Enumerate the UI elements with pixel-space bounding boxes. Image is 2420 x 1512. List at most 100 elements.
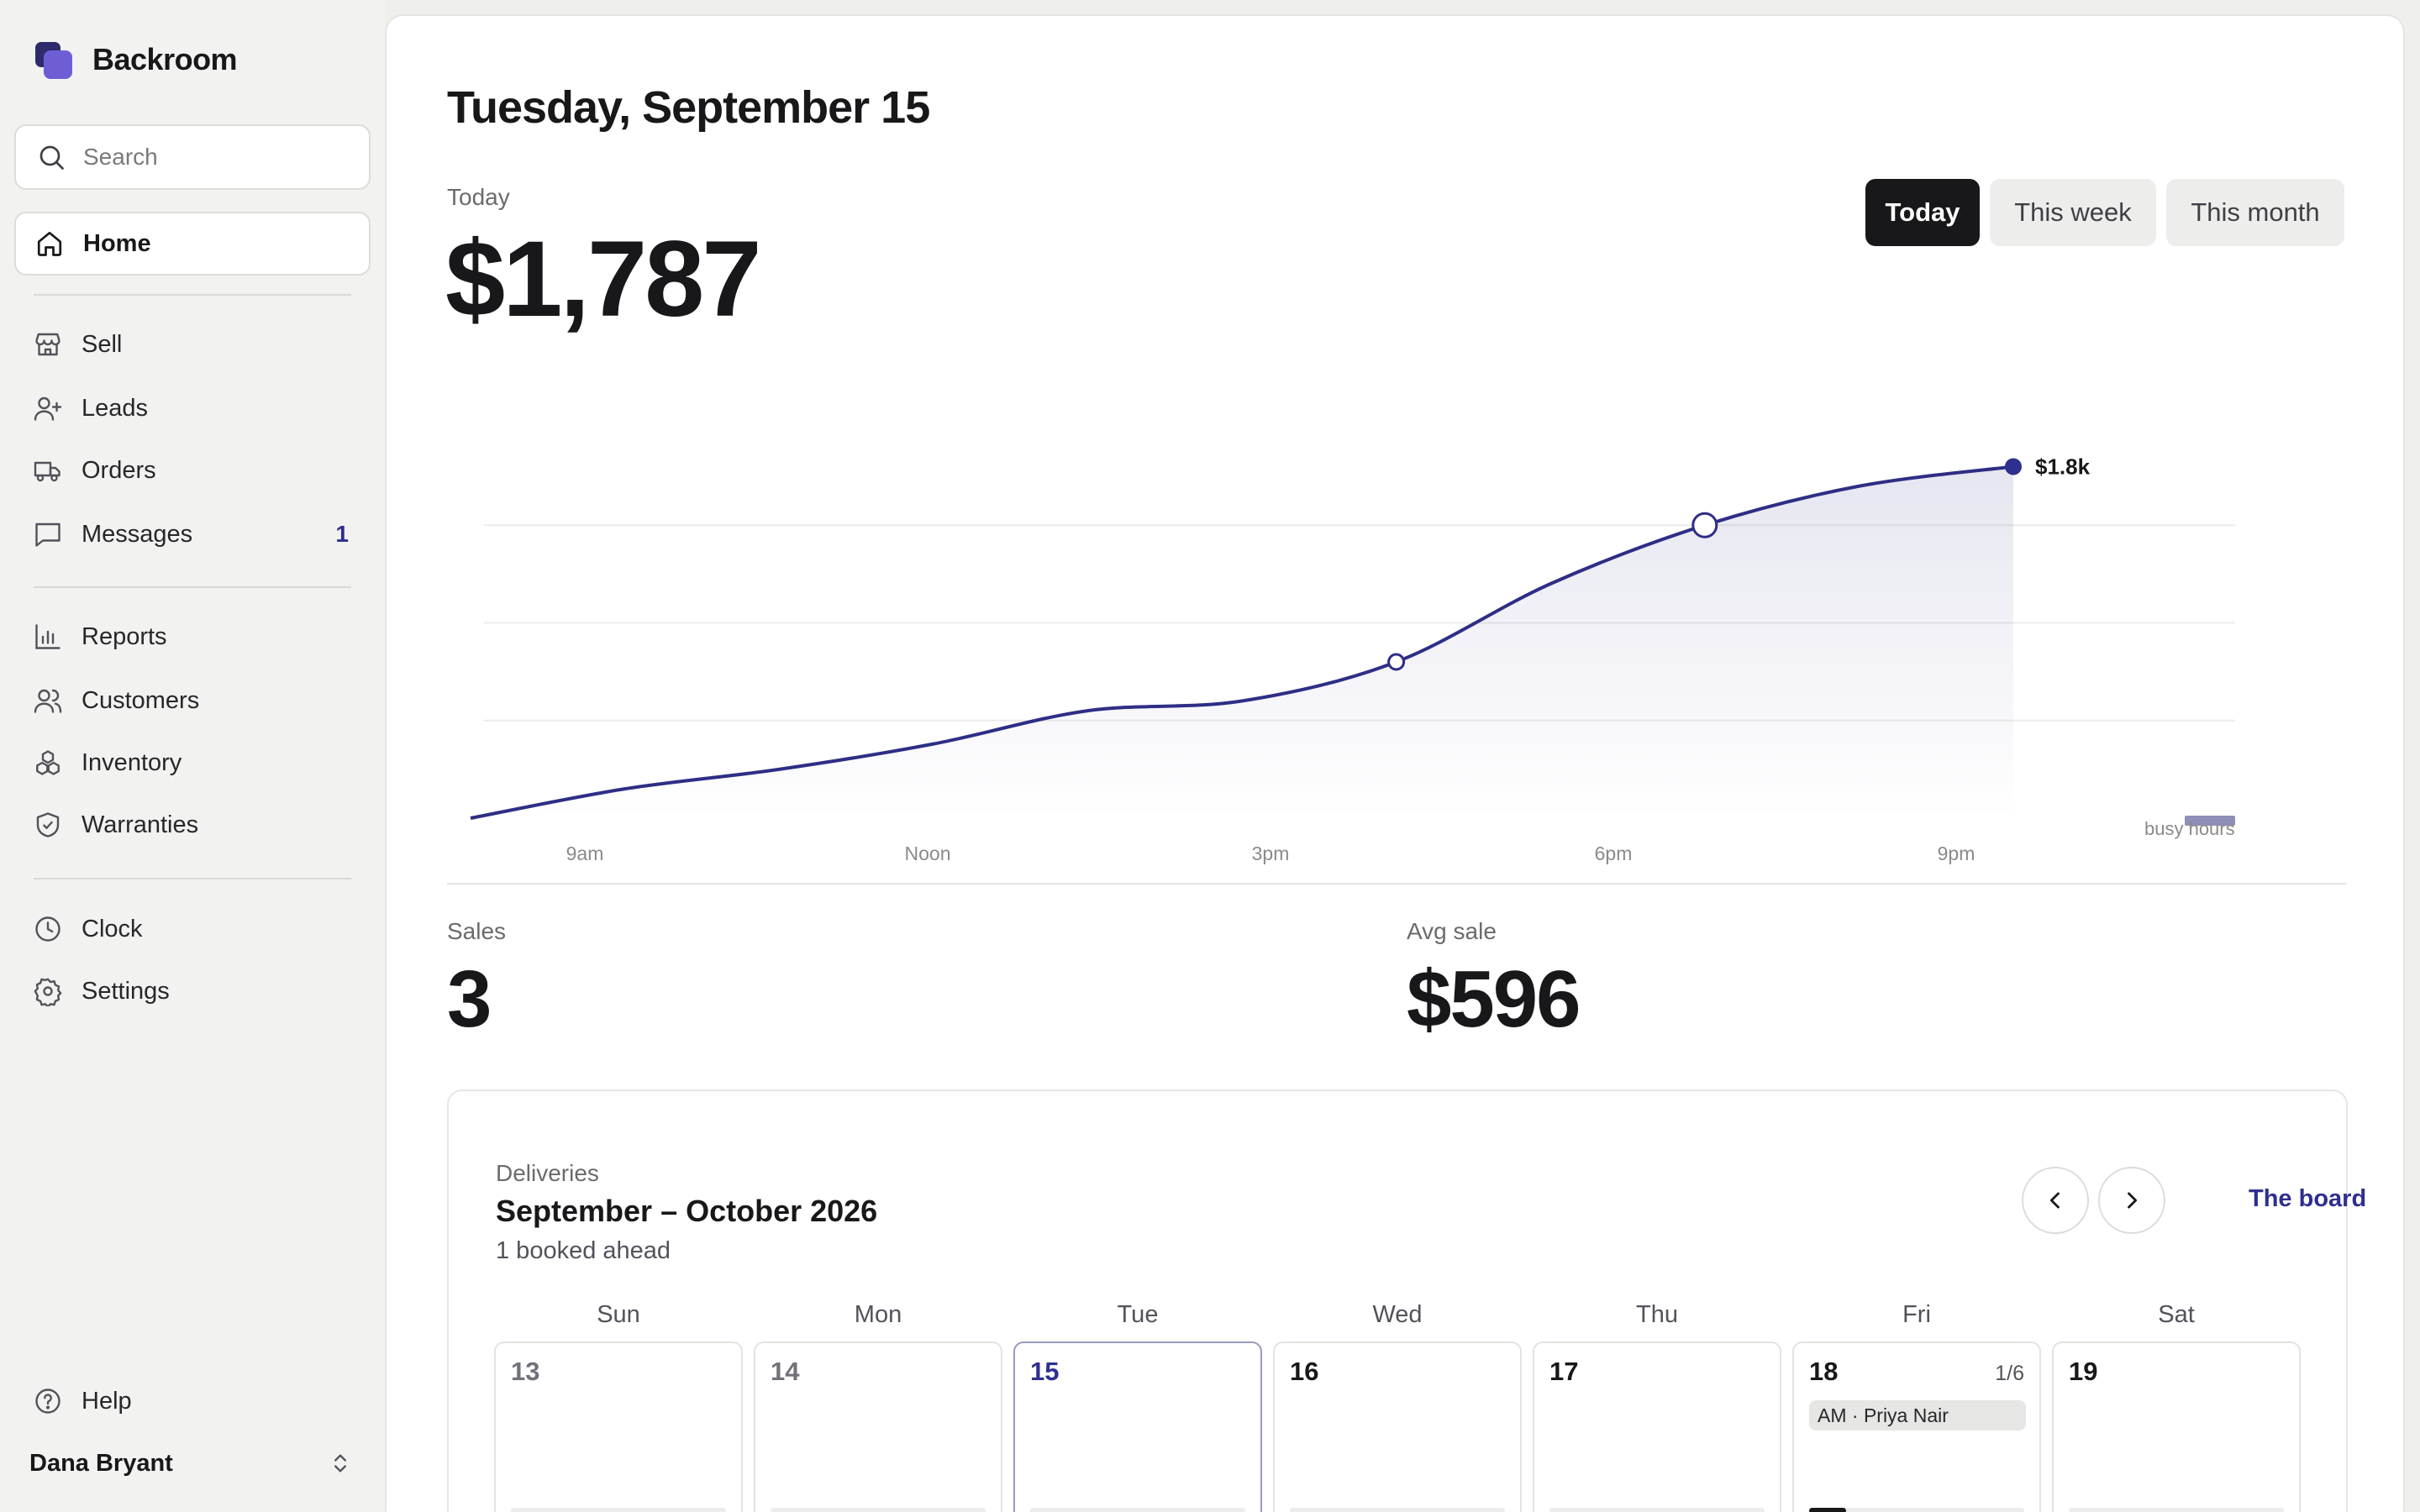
sidebar-item-reports[interactable]: Reports xyxy=(14,605,371,669)
sidebar-item-label: Help xyxy=(82,1387,132,1415)
shield-check-icon xyxy=(36,812,60,837)
capacity-bar xyxy=(771,1508,986,1512)
message-icon xyxy=(35,522,60,547)
range-tab-today[interactable]: Today xyxy=(1865,179,1980,246)
main-panel: Tuesday, September 15 Today $1,787 Today… xyxy=(385,14,2405,1512)
weekday-label: Mon xyxy=(854,1301,902,1328)
sidebar-item-label: Sell xyxy=(82,330,123,358)
sidebar-divider xyxy=(34,294,351,296)
calendar-day-cell[interactable]: 17 xyxy=(1533,1341,1781,1512)
sidebar-item-settings[interactable]: Settings xyxy=(14,959,371,1023)
clock-icon xyxy=(35,916,60,942)
page-title: Tuesday, September 15 xyxy=(447,82,930,133)
day-number: 19 xyxy=(2069,1357,2098,1386)
the-board-link[interactable]: The board xyxy=(2249,1185,2367,1212)
sidebar-item-home[interactable]: Home xyxy=(14,212,371,276)
sidebar-item-customers[interactable]: Customers xyxy=(14,669,371,732)
chevron-left-icon xyxy=(2049,1192,2060,1209)
summary-amount: $1,787 xyxy=(445,219,761,339)
day-number: 13 xyxy=(511,1357,540,1386)
range-tab-this-month[interactable]: This month xyxy=(2166,179,2344,246)
capacity-bar xyxy=(2069,1508,2284,1512)
series-line xyxy=(470,465,2014,820)
sidebar-item-orders[interactable]: Orders xyxy=(14,438,371,502)
home-icon xyxy=(37,231,62,256)
x-tick-label: 9am xyxy=(566,843,604,864)
busy-hours-label: busy hours xyxy=(2144,818,2235,839)
x-tick-label: Noon xyxy=(905,843,951,864)
brand-logo-icon xyxy=(34,40,74,79)
calendar-day-cell[interactable]: 13 xyxy=(494,1341,743,1512)
sidebar-item-sell[interactable]: Sell xyxy=(14,312,371,376)
current-total-point[interactable] xyxy=(2005,458,2022,475)
chart-end-label: $1.8k xyxy=(2035,454,2091,480)
day-number: 15 xyxy=(1030,1357,1060,1386)
sidebar-item-label: Warranties xyxy=(82,811,199,838)
user-plus-icon xyxy=(34,396,62,421)
calendar-day-cell[interactable]: 19 xyxy=(2052,1341,2301,1512)
weekday-label: Wed xyxy=(1372,1301,1423,1328)
weekday-label: Tue xyxy=(1117,1301,1159,1328)
sidebar: Backroom Home Sell Leads Orders Messages… xyxy=(0,0,385,1512)
brand[interactable]: Backroom xyxy=(34,40,238,79)
capacity-bar xyxy=(1290,1508,1505,1512)
weekday-label: Fri xyxy=(1902,1301,1931,1328)
sales-count-value: 3 xyxy=(447,954,492,1044)
capacity-bar xyxy=(1809,1508,2024,1512)
day-number: 16 xyxy=(1290,1357,1319,1386)
sale-point[interactable] xyxy=(1691,512,1718,538)
sidebar-divider xyxy=(34,586,351,588)
users-icon xyxy=(34,689,62,713)
user-switcher[interactable]: Dana Bryant xyxy=(14,1435,371,1492)
deliveries-card: Deliveries September – October 2026 1 bo… xyxy=(447,1089,2366,1512)
search-input[interactable] xyxy=(83,144,352,171)
sidebar-item-label: Messages xyxy=(82,520,193,548)
sidebar-item-label: Home xyxy=(83,229,151,257)
capacity-bar xyxy=(511,1508,726,1512)
next-week-button[interactable] xyxy=(2098,1167,2165,1234)
capacity-bar xyxy=(1030,1508,1245,1512)
calendar-day-cell[interactable]: 16 xyxy=(1273,1341,1522,1512)
busy-hours-marker xyxy=(2185,816,2235,826)
day-number: 14 xyxy=(771,1357,800,1386)
booking-count: 1/6 xyxy=(1995,1362,2024,1385)
calendar-day-cell[interactable]: 14 xyxy=(754,1341,1002,1512)
x-tick-label: 9pm xyxy=(1938,843,1975,864)
sales-count-label: Sales xyxy=(447,918,507,944)
unread-count-badge: 1 xyxy=(335,521,349,547)
calendar-day-cell-today[interactable]: 15 xyxy=(1013,1341,1262,1512)
capacity-bar xyxy=(1549,1508,1765,1512)
help-icon xyxy=(35,1389,60,1414)
user-name: Dana Bryant xyxy=(29,1449,173,1477)
avg-sale-label: Avg sale xyxy=(1407,918,1497,944)
sidebar-item-label: Customers xyxy=(82,686,200,714)
deliveries-title: September – October 2026 xyxy=(496,1194,878,1228)
capacity-bar-fill xyxy=(1809,1508,1846,1512)
deliveries-label: Deliveries xyxy=(496,1160,599,1186)
x-tick-label: 3pm xyxy=(1252,843,1290,864)
prev-week-button[interactable] xyxy=(2022,1167,2089,1234)
section-divider xyxy=(447,883,2346,885)
sidebar-item-messages[interactable]: Messages 1 xyxy=(14,502,371,566)
bar-chart-icon xyxy=(35,624,60,649)
boxes-icon xyxy=(36,750,60,775)
calendar-day-cell[interactable]: 18 1/6 AM · Priya Nair xyxy=(1792,1341,2041,1512)
truck-icon xyxy=(34,461,60,482)
sidebar-item-leads[interactable]: Leads xyxy=(14,376,371,440)
sidebar-item-help[interactable]: Help xyxy=(14,1369,371,1433)
range-tab-this-week[interactable]: This week xyxy=(1990,179,2156,246)
search-icon xyxy=(39,145,64,170)
sidebar-item-warranties[interactable]: Warranties xyxy=(14,793,371,857)
day-number: 18 xyxy=(1809,1357,1839,1386)
sidebar-item-label: Clock xyxy=(82,915,143,942)
x-tick-label: 6pm xyxy=(1595,843,1633,864)
sidebar-divider xyxy=(34,878,351,879)
sale-point[interactable] xyxy=(1387,653,1406,671)
sidebar-item-label: Reports xyxy=(82,622,167,650)
sidebar-item-label: Settings xyxy=(82,977,170,1005)
sidebar-item-inventory[interactable]: Inventory xyxy=(14,731,371,795)
store-icon xyxy=(35,333,60,356)
search-box[interactable] xyxy=(14,124,371,190)
sidebar-item-clock[interactable]: Clock xyxy=(14,897,371,961)
booking-pill[interactable]: AM · Priya Nair xyxy=(1809,1400,2026,1431)
